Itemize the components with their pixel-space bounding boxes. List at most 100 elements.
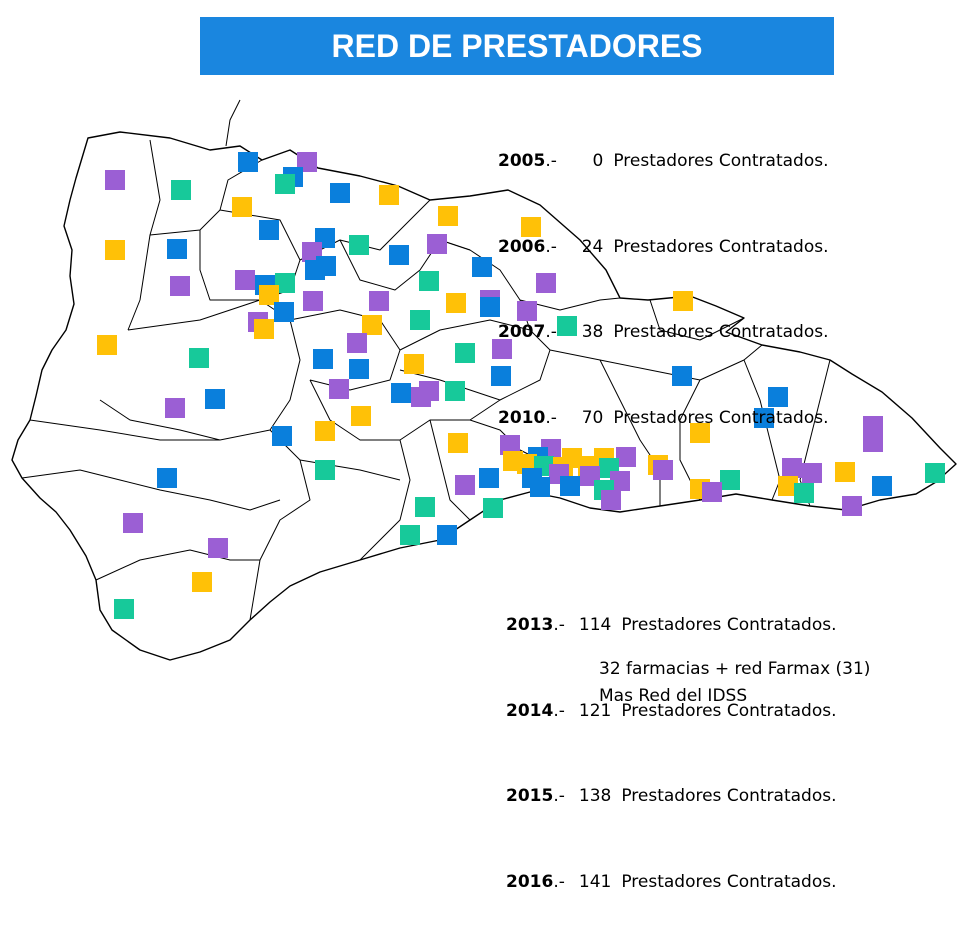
provider-marker-yellow <box>232 197 252 217</box>
provider-marker-blue <box>167 239 187 259</box>
stat-year: 2007 <box>498 322 546 342</box>
stat-year: 2005 <box>498 151 546 171</box>
stats-top: 2005 .- 0 Prestadores Contratados. 2006 .- 24… <box>498 90 828 461</box>
provider-marker-blue <box>479 468 499 488</box>
provider-marker-yellow <box>521 217 541 237</box>
provider-marker-green <box>114 599 134 619</box>
stat-year: 2010 <box>498 407 546 428</box>
provider-marker-purple <box>863 416 883 436</box>
provider-marker-blue <box>872 476 892 496</box>
provider-marker-purple <box>170 276 190 296</box>
provider-marker-blue <box>259 220 279 240</box>
provider-marker-green <box>315 460 335 480</box>
provider-marker-yellow <box>105 240 125 260</box>
provider-marker-purple <box>610 471 630 491</box>
note-pharmacies: 32 farmacias + red Farmax (31) <box>599 659 871 679</box>
provider-marker-purple <box>369 291 389 311</box>
stat-count: 141 <box>578 871 612 892</box>
provider-marker-blue <box>672 366 692 386</box>
provider-marker-green <box>275 273 295 293</box>
provider-marker-blue <box>437 525 457 545</box>
provider-marker-blue <box>560 476 580 496</box>
provider-marker-purple <box>427 234 447 254</box>
provider-marker-blue <box>349 359 369 379</box>
provider-marker-yellow <box>448 433 468 453</box>
provider-marker-green <box>415 497 435 517</box>
provider-marker-yellow <box>673 291 693 311</box>
provider-marker-blue <box>272 426 292 446</box>
provider-marker-purple <box>782 458 802 478</box>
provider-marker-purple <box>863 432 883 452</box>
provider-marker-purple <box>455 475 475 495</box>
provider-marker-yellow <box>254 319 274 339</box>
stat-row-2015: 2015 .- 138 Prestadores Contratados. <box>506 782 836 811</box>
provider-marker-blue <box>313 349 333 369</box>
provider-marker-purple <box>105 170 125 190</box>
provider-marker-yellow <box>97 335 117 355</box>
provider-marker-yellow <box>404 354 424 374</box>
stat-sep: .- <box>553 786 565 806</box>
provider-marker-yellow <box>778 476 798 496</box>
country-border <box>11 131 957 661</box>
provider-marker-green <box>925 463 945 483</box>
provider-marker-yellow <box>835 462 855 482</box>
provider-marker-blue <box>768 387 788 407</box>
provider-marker-purple <box>802 463 822 483</box>
stat-sep: .- <box>545 322 557 342</box>
provider-marker-purple <box>235 270 255 290</box>
provider-marker-purple <box>601 490 621 510</box>
stat-count: 0 <box>592 151 604 171</box>
stat-row-2006: 2006 .- 24 Prestadores Contratados. <box>498 233 828 262</box>
provider-markers <box>97 152 945 619</box>
provider-marker-blue <box>480 297 500 317</box>
provider-marker-purple <box>165 398 185 418</box>
stat-sep: .- <box>553 615 565 635</box>
provider-marker-purple <box>347 333 367 353</box>
provider-marker-yellow <box>351 406 371 426</box>
stat-row-2007: 2007 .- 38 Prestadores Contratados. <box>498 318 828 347</box>
stat-label: Prestadores Contratados. <box>621 871 837 892</box>
provider-marker-green <box>483 498 503 518</box>
provider-marker-blue <box>274 302 294 322</box>
stat-row-2010: 2010 .- 70 Prestadores Contratados. <box>498 404 828 433</box>
stat-row-2005: 2005 .- 0 Prestadores Contratados. <box>498 147 828 176</box>
provider-marker-green <box>275 174 295 194</box>
stat-label: Prestadores Contratados. <box>613 236 829 257</box>
stat-count: 38 <box>581 322 604 342</box>
provider-map <box>11 99 957 661</box>
stat-row-2016: 2016 .- 141 Prestadores Contratados. <box>506 868 836 897</box>
stat-label: Prestadores Contratados. <box>621 615 837 635</box>
provider-marker-blue <box>205 389 225 409</box>
stat-sep: .- <box>545 236 557 257</box>
provider-marker-purple <box>842 496 862 516</box>
stat-count: 114 <box>578 615 612 635</box>
provider-marker-green <box>171 180 191 200</box>
stat-sep: .- <box>545 151 557 171</box>
provider-marker-green <box>349 235 369 255</box>
provider-marker-blue <box>389 245 409 265</box>
stat-year: 2013 <box>506 615 554 635</box>
provider-marker-purple <box>208 538 228 558</box>
provider-marker-purple <box>492 339 512 359</box>
provider-marker-green <box>794 483 814 503</box>
provider-marker-purple <box>536 273 556 293</box>
provider-marker-blue <box>238 152 258 172</box>
stat-year: 2006 <box>498 236 546 257</box>
stat-label: Prestadores Contratados. <box>613 322 829 342</box>
country-outline <box>11 131 957 661</box>
provider-marker-purple <box>411 387 431 407</box>
page-title: RED DE PRESTADORES <box>331 27 703 64</box>
provider-marker-blue <box>305 260 325 280</box>
provider-marker-yellow <box>446 293 466 313</box>
provider-marker-purple <box>329 379 349 399</box>
stat-count: 138 <box>578 786 612 806</box>
provider-marker-green <box>189 348 209 368</box>
provider-marker-blue <box>391 383 411 403</box>
provider-marker-purple <box>123 513 143 533</box>
stat-year: 2016 <box>506 871 554 892</box>
provider-marker-blue <box>472 257 492 277</box>
provider-marker-purple <box>500 435 520 455</box>
stat-count: 24 <box>581 236 604 257</box>
provider-marker-yellow <box>362 315 382 335</box>
stat-sep: .- <box>553 871 565 892</box>
